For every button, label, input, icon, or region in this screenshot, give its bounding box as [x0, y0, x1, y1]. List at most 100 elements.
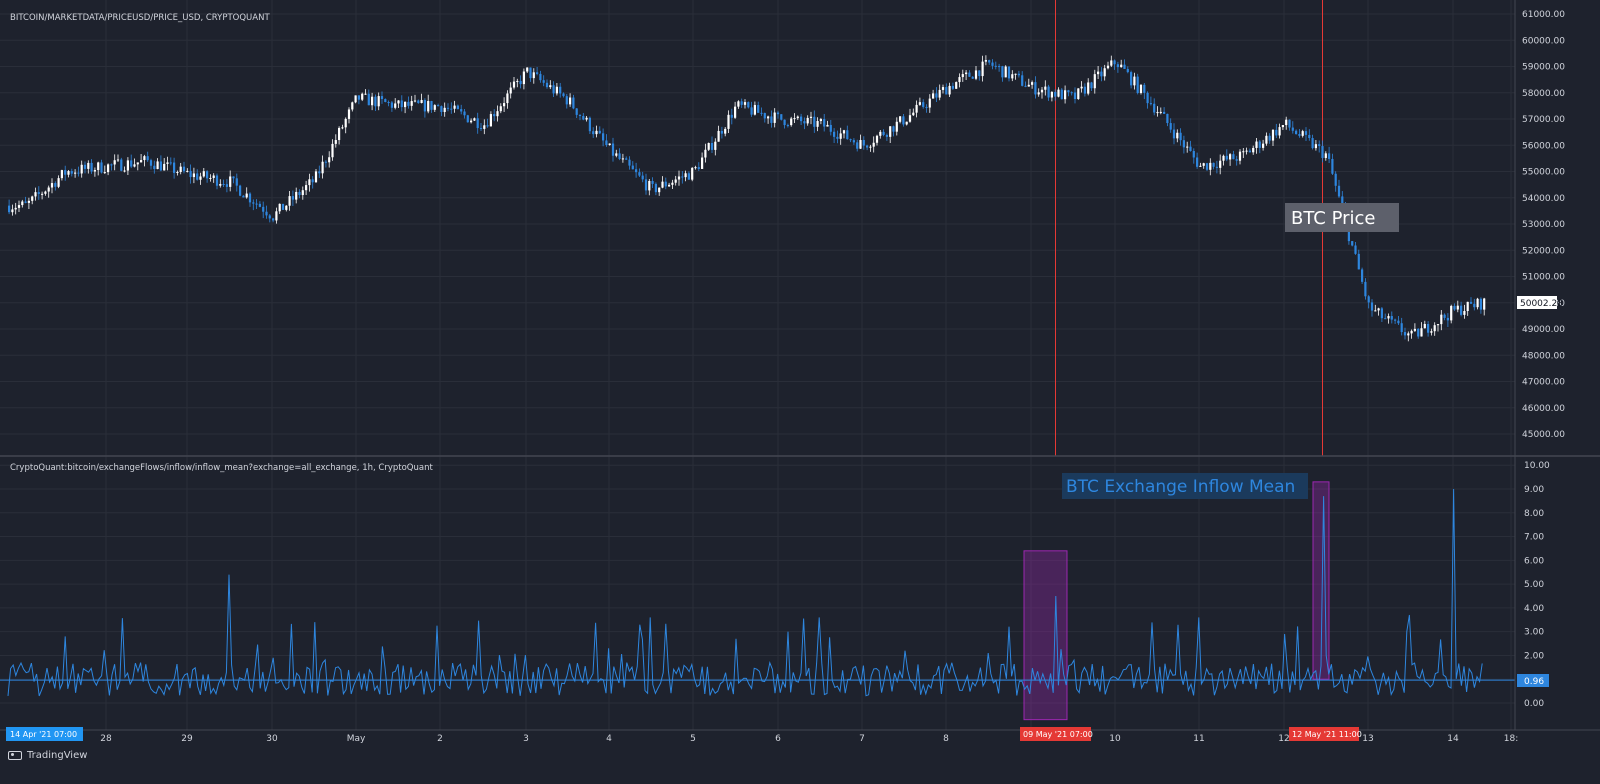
price-last-value-badge — [1517, 296, 1557, 309]
candle-body — [803, 121, 806, 124]
candle-body — [809, 116, 813, 118]
candle-body — [1446, 317, 1449, 321]
inflow-axis-ticks[interactable]: 10.009.008.007.006.005.004.003.002.001.0… — [1524, 461, 1550, 709]
price-tick-label: 51000.00 — [1522, 273, 1565, 283]
candle-body — [41, 193, 44, 195]
candle-body — [555, 86, 558, 94]
candle-body — [245, 193, 248, 198]
candle-body — [1067, 90, 1070, 93]
candle-body — [1278, 127, 1281, 136]
candle-body — [618, 153, 621, 159]
candle-body — [338, 127, 341, 141]
candle-body — [1308, 134, 1311, 139]
candle-body — [443, 107, 446, 112]
candle-body — [836, 136, 839, 139]
candle-body — [400, 100, 403, 108]
candle-body — [1341, 196, 1344, 208]
candle-body — [635, 169, 638, 173]
candle-body — [149, 160, 153, 166]
candle-body — [1433, 325, 1436, 332]
candle-body — [1380, 308, 1383, 319]
candle-body — [1077, 88, 1080, 100]
candle-body — [417, 100, 420, 103]
inflow-tick-label: 3.00 — [1524, 628, 1544, 638]
candle-body — [968, 72, 971, 77]
candle-body — [1450, 305, 1453, 321]
btc-price-annotation-box[interactable] — [1285, 203, 1399, 232]
candle-body — [928, 98, 931, 108]
candle-body — [1245, 150, 1248, 152]
candle-body — [1172, 129, 1176, 139]
tradingview-logo[interactable]: TradingView — [8, 750, 87, 761]
candle-body — [770, 116, 773, 123]
candle-body — [242, 195, 245, 198]
candle-body — [1073, 92, 1077, 100]
candle-body — [50, 183, 54, 188]
candle-body — [156, 161, 159, 170]
candle-body — [427, 101, 430, 112]
candle-body — [1087, 82, 1090, 94]
candle-body — [503, 103, 506, 107]
candle-body — [780, 114, 783, 120]
time-axis-ticks[interactable]: 282930May23456789101112131418: — [100, 734, 1518, 744]
candle-body — [710, 143, 714, 150]
candle-body — [1031, 82, 1034, 85]
candle-body — [1136, 76, 1139, 94]
candle-body — [1440, 314, 1443, 325]
candle-body — [1130, 72, 1133, 86]
candle-body — [578, 114, 582, 116]
candle-body — [852, 140, 855, 143]
time-tick-label: 6 — [775, 734, 781, 744]
candle-body — [1410, 330, 1413, 334]
candle-body — [331, 143, 334, 158]
candle-body — [311, 179, 314, 183]
candle-body — [437, 105, 440, 107]
candle-body — [123, 170, 126, 172]
price-axis-ticks[interactable]: 61000.00 60000.00 59000.00 58000.00 57000.00… — [1522, 10, 1565, 440]
tradingview-logo-icon — [8, 751, 22, 760]
candle-body — [536, 72, 539, 74]
time-tick-label: 11 — [1193, 734, 1204, 744]
inflow-tick-label: 10.00 — [1524, 461, 1550, 471]
candle-body — [882, 131, 885, 135]
candle-body — [341, 127, 344, 129]
candle-body — [961, 74, 964, 78]
candle-body — [1420, 328, 1423, 337]
candle-body — [209, 177, 212, 179]
candle-body — [875, 135, 879, 143]
start-date-badge — [6, 727, 83, 741]
candle-body — [255, 203, 258, 205]
candle-body — [262, 206, 265, 212]
candle-body — [1103, 68, 1106, 77]
candle-body — [361, 93, 364, 100]
inflow-last-value-badge — [1517, 674, 1549, 687]
candle-body — [668, 184, 671, 187]
candle-body — [1361, 269, 1364, 282]
price-tick-label: 56000.00 — [1522, 141, 1565, 151]
price-tick-label: 52000.00 — [1522, 246, 1565, 256]
inflow-tick-label: 2.00 — [1524, 651, 1544, 661]
candle-body — [1268, 135, 1271, 141]
candle-body — [935, 93, 938, 98]
candle-body — [1205, 163, 1209, 170]
candle-body — [783, 119, 786, 126]
candle-body — [707, 143, 710, 150]
candle-body — [113, 160, 116, 165]
candle-body — [1106, 65, 1110, 69]
candle-body — [938, 89, 941, 98]
candle-body — [334, 140, 337, 144]
inflow-annotation-box[interactable] — [1062, 473, 1308, 499]
candle-body — [169, 162, 172, 164]
candle-body — [321, 161, 324, 174]
time-tick-label: 7 — [859, 734, 865, 744]
candle-body — [879, 131, 882, 136]
price-tick-label: 59000.00 — [1522, 63, 1565, 73]
candle-body — [694, 167, 697, 169]
price-tick-label: 49000.00 — [1522, 325, 1565, 335]
candle-body — [212, 175, 215, 178]
candle-body — [631, 165, 634, 170]
candle-body — [1057, 89, 1060, 97]
candle-body — [889, 126, 892, 137]
price-tick-label: 53000.00 — [1522, 220, 1565, 230]
